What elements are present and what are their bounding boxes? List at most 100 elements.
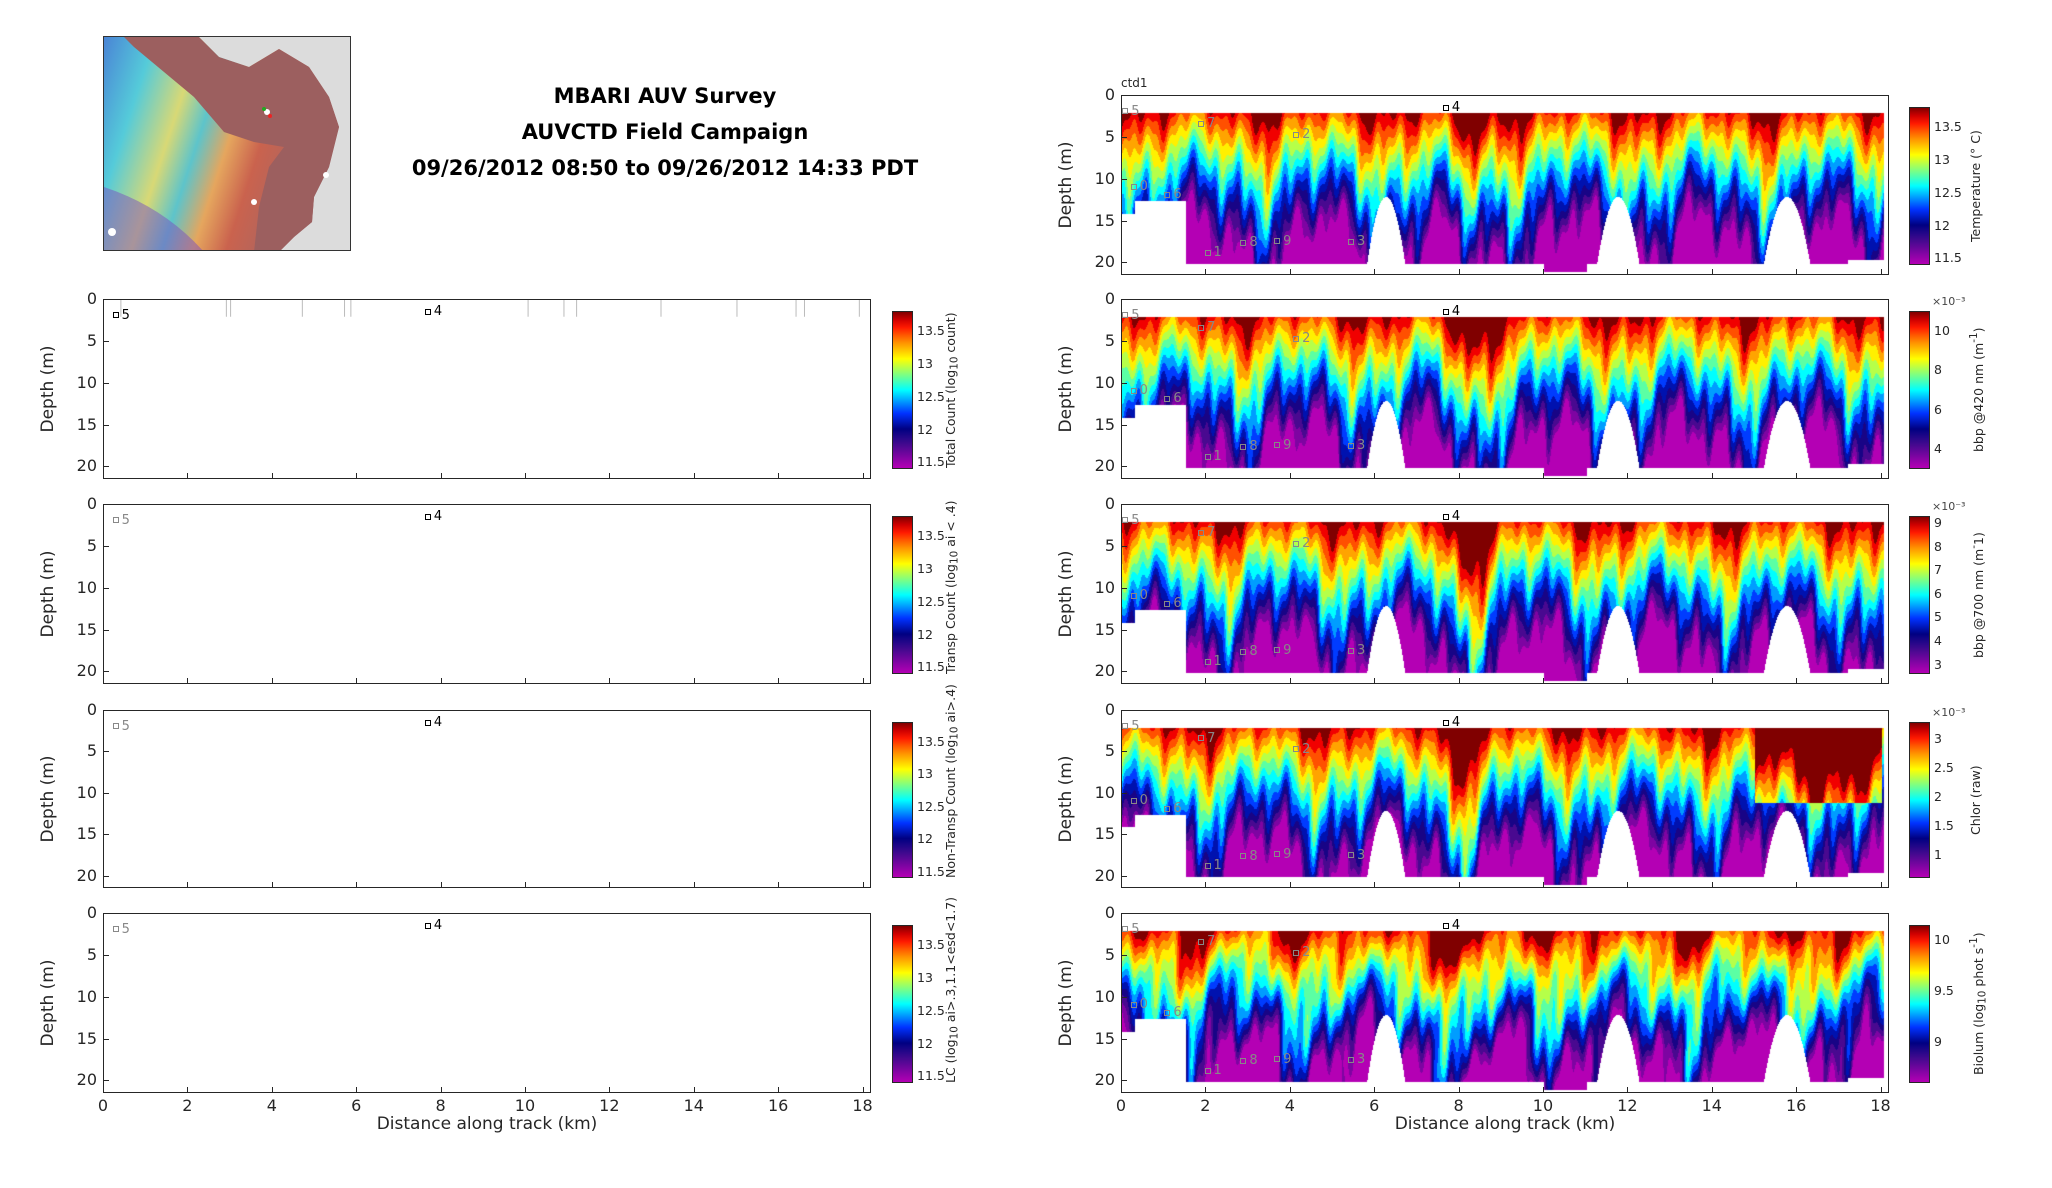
x-tick-mark: [440, 473, 442, 479]
colorbar-tick-label: 1.5: [1934, 818, 1954, 833]
x-tick-label: 10: [1532, 1096, 1554, 1115]
waypoint-label: 4: [1451, 100, 1461, 116]
waypoint-label: 4: [433, 509, 443, 525]
waypoint-square-icon: [1274, 442, 1281, 448]
colorbar-label: Biolum (log10 phot s-1): [1968, 925, 1989, 1083]
x-tick-mark: [1458, 269, 1460, 275]
waypoint-label: 9: [1283, 233, 1292, 249]
waypoint-label: 9: [1283, 642, 1292, 658]
colorbar-label-part: phot s: [1971, 947, 1987, 991]
section-axes-chlor: 5 7 2 4 0 6 1 8 9 3: [1121, 710, 1889, 888]
colorbar-label-part: -1: [1968, 332, 1980, 344]
y-tick-mark: [103, 340, 109, 342]
waypoint-square-icon: [1122, 517, 1129, 524]
waypoint-square-icon: [1164, 395, 1171, 402]
waypoint-square-icon: [1164, 1009, 1171, 1016]
waypoint-square-icon: [1204, 658, 1211, 665]
waypoint-label: 7: [1207, 730, 1216, 746]
waypoint-label: 2: [1302, 127, 1311, 143]
y-tick-mark: [103, 792, 109, 794]
colorbar-label-part: -: [1968, 544, 1980, 549]
colorbar-tick-label: 13.5: [917, 936, 945, 952]
waypoint-square-icon: [1347, 1056, 1354, 1063]
x-tick-mark: [1627, 473, 1629, 479]
y-tick-label: 20: [1094, 456, 1115, 476]
y-tick-mark: [103, 587, 109, 589]
waypoint-square-icon: [1204, 453, 1211, 460]
waypoint-label: 7: [1207, 525, 1216, 541]
waypoint-square-icon: [1122, 723, 1129, 730]
colorbar-tick-label: 13: [917, 560, 933, 576]
waypoint-label: 5: [1131, 307, 1140, 323]
colorbar-bbp420: [1909, 311, 1930, 469]
waypoint-marker: 0: [1130, 997, 1148, 1012]
y-tick-label: 0: [86, 494, 97, 513]
section-axes-bbp700: 5 7 2 4 0 6 1 8 9 3: [1121, 504, 1889, 684]
y-tick-label: 0: [86, 700, 97, 719]
x-tick-mark: [1205, 269, 1207, 275]
x-tick-mark: [1289, 678, 1291, 684]
y-tick-mark: [1121, 178, 1127, 180]
waypoint-label: 8: [1249, 439, 1258, 455]
waypoint-label: 0: [1139, 383, 1148, 399]
waypoint-label: 7: [1207, 116, 1216, 132]
waypoint-marker: 7: [1198, 320, 1215, 335]
y-tick-label: 5: [1104, 741, 1115, 761]
y-tick-label: 0: [86, 903, 97, 922]
colorbar-tick-label: 12: [1934, 217, 1950, 233]
waypoint-marker: 4: [1442, 100, 1461, 116]
x-tick-mark: [356, 678, 358, 684]
waypoint-marker: 7: [1198, 731, 1215, 746]
colorbar-label: Transp Count (log10 ai < .4): [943, 500, 961, 674]
y-tick-label: 5: [86, 535, 97, 555]
x-tick-label: 10: [514, 1096, 536, 1115]
y-tick-label: 5: [1104, 330, 1115, 350]
colorbar-tick-label: 5: [1934, 609, 1942, 625]
waypoint-square-icon: [1293, 335, 1300, 342]
waypoint-label: 6: [1173, 391, 1182, 407]
colorbar-tick-label: 13.5: [1934, 118, 1962, 134]
colorbar-tick-label: 13.5: [917, 322, 945, 338]
waypoint-label: 9: [1283, 437, 1292, 453]
colorbar-bbp700: [1909, 516, 1930, 674]
waypoint-label: 0: [1139, 179, 1148, 195]
colorbar-tick-label: 12.5: [917, 798, 945, 814]
waypoint-square-icon: [1204, 1067, 1211, 1074]
waypoint-square-icon: [112, 926, 119, 933]
waypoint-square-icon: [424, 719, 431, 726]
waypoint-square-icon: [1198, 938, 1205, 945]
x-tick-mark: [1374, 678, 1376, 684]
chlor-section-image: [1122, 711, 1888, 887]
waypoint-square-icon: [1442, 308, 1449, 315]
y-tick-mark: [103, 1038, 109, 1040]
y-tick-mark: [103, 954, 109, 956]
colorbar-label: Non-Transp Count (log10 ai>.4): [943, 684, 961, 878]
x-tick-label: 2: [1200, 1096, 1211, 1115]
waypoint-square-icon: [1198, 529, 1205, 536]
y-tick-label: 5: [1104, 944, 1115, 964]
x-tick-mark: [524, 1087, 526, 1093]
title-line-2: AUVCTD Field Campaign: [521, 120, 809, 144]
waypoint-square-icon: [1204, 249, 1211, 256]
waypoint-label: 7: [1207, 934, 1216, 950]
x-tick-mark: [271, 678, 273, 684]
y-tick-mark: [1121, 587, 1127, 589]
x-tick-mark: [1796, 473, 1798, 479]
colorbar-tick-label: 11.5: [917, 659, 945, 675]
colorbar-tick-label: 11.5: [917, 863, 945, 879]
waypoint-marker: 4: [1442, 304, 1460, 319]
x-tick-mark: [1542, 882, 1544, 888]
colorbar-tick-label: 13: [917, 766, 933, 781]
x-tick-mark: [1627, 678, 1629, 684]
x-tick-mark: [356, 882, 358, 888]
waypoint-marker: 5: [1122, 922, 1140, 937]
waypoint-marker: 9: [1274, 438, 1291, 453]
x-tick-mark: [693, 882, 695, 888]
y-tick-label: 20: [76, 456, 97, 476]
x-tick-mark: [1121, 882, 1122, 888]
y-tick-label: 5: [86, 741, 97, 761]
waypoint-marker: 8: [1240, 439, 1258, 455]
y-tick-mark: [103, 382, 109, 384]
colorbar-label-part: bbp @420 nm (m: [1971, 343, 1987, 453]
